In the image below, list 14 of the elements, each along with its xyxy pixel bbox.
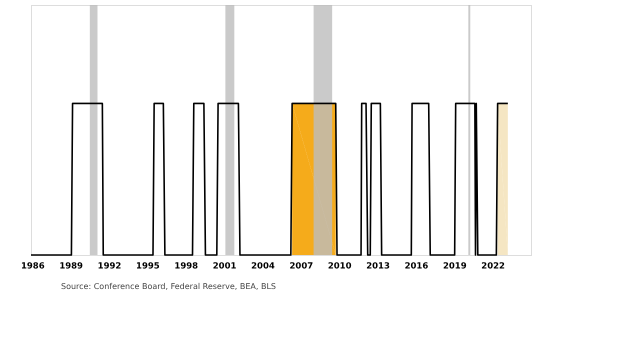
x-tick-label: 2022 <box>481 262 506 272</box>
x-tick-label: 1992 <box>98 262 122 272</box>
x-tick-label: 2013 <box>366 262 390 272</box>
x-tick-label: 2007 <box>289 262 314 272</box>
x-tick-label: 2001 <box>212 262 236 272</box>
x-tick-label: 2019 <box>442 262 467 272</box>
x-tick-label: 2010 <box>328 262 352 272</box>
x-tick-label: 2004 <box>251 262 275 272</box>
x-tick-label: 2016 <box>404 262 428 272</box>
x-tick-label: 1989 <box>59 262 84 272</box>
source-note: Source: Conference Board, Federal Reserve, BEA, BLS <box>61 282 276 291</box>
x-tick-label: 1986 <box>20 262 45 272</box>
x-tick-label: 1998 <box>174 262 198 272</box>
x-tick-label: 1995 <box>136 262 160 272</box>
